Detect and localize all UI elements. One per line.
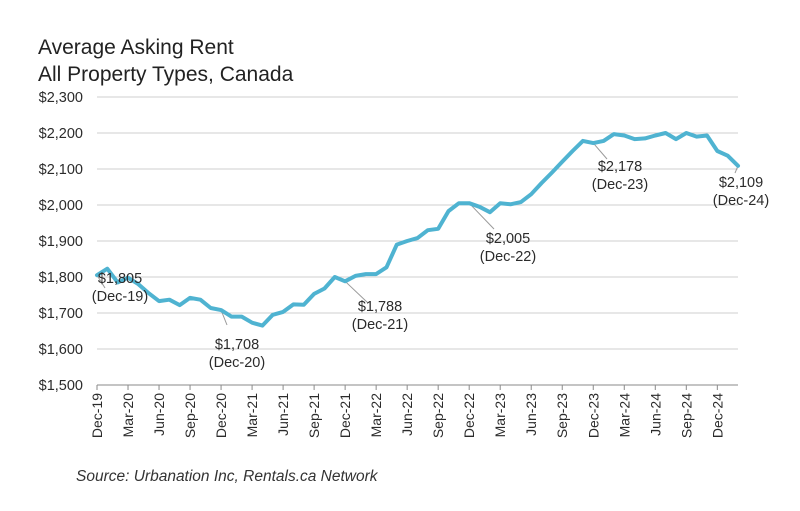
x-tick-label: Jun-23	[523, 393, 539, 436]
y-axis: $1,500 $1,600 $1,700 $1,800 $1,900 $2,000 $2,1…	[39, 90, 83, 394]
annotation-leader	[96, 274, 106, 289]
annotation-value: $1,805	[98, 271, 142, 287]
x-tick-label: Sep-22	[430, 393, 446, 438]
x-tick-label: Sep-24	[678, 393, 694, 438]
annotation-leader	[592, 142, 608, 160]
x-tick-label: Mar-23	[492, 393, 508, 438]
y-tick-label: $1,600	[39, 342, 83, 358]
x-tick-label: Jun-21	[275, 393, 291, 436]
x-tick-label: Dec-22	[461, 393, 477, 438]
annotation-value: $2,005	[486, 231, 530, 247]
annotation-date: (Dec-24)	[713, 193, 769, 209]
chart-title-block: Average Asking Rent All Property Types, …	[38, 34, 293, 88]
annotation-leader	[468, 202, 495, 230]
annotation-date: (Dec-20)	[209, 355, 265, 371]
x-tick-label: Dec-24	[709, 393, 725, 438]
x-tick-label: Dec-21	[337, 393, 353, 438]
x-tick-label: Mar-21	[244, 393, 260, 438]
annotation-date: (Dec-21)	[352, 317, 408, 333]
annotation-date: (Dec-22)	[480, 249, 536, 265]
source-note: Source: Urbanation Inc, Rentals.ca Netwo…	[76, 468, 378, 485]
series-layer	[95, 131, 740, 328]
y-tick-label: $2,100	[39, 162, 83, 178]
y-tick-label: $1,800	[39, 270, 83, 286]
annotation-value: $1,708	[215, 337, 259, 353]
y-tick-label: $1,900	[39, 234, 83, 250]
x-tick-label: Jun-24	[647, 393, 663, 436]
x-tick-label: Jun-20	[151, 393, 167, 436]
annotation-leaders	[96, 142, 739, 326]
x-tick-label: Sep-21	[306, 393, 322, 438]
x-tick-label: Mar-20	[120, 393, 136, 438]
annotation-value: $2,178	[598, 159, 642, 175]
annotations: $1,805 (Dec-19) $1,708 (Dec-20) $1,788 (Dec-2…	[92, 159, 769, 371]
chart-title: Average Asking Rent	[38, 36, 234, 59]
x-tick-label: Mar-22	[368, 393, 384, 438]
x-axis: Dec-19 Mar-20 Jun-20 Sep-20 Dec-20 Mar-21 Jun-…	[89, 384, 738, 438]
x-tick-label: Mar-24	[616, 393, 632, 438]
annotation-value: $1,788	[358, 299, 402, 315]
y-tick-label: $1,500	[39, 378, 83, 394]
rent-series-line	[95, 131, 740, 328]
annotation-date: (Dec-23)	[592, 177, 648, 193]
x-tick-label: Dec-20	[213, 393, 229, 438]
x-tick-label: Sep-23	[554, 393, 570, 438]
y-tick-label: $2,000	[39, 198, 83, 214]
chart-subtitle: All Property Types, Canada	[38, 63, 294, 86]
x-tick-label: Sep-20	[182, 393, 198, 438]
annotation-date: (Dec-19)	[92, 289, 148, 305]
y-tick-label: $2,200	[39, 126, 83, 142]
x-tick-label: Dec-19	[89, 393, 105, 438]
x-tick-label: Jun-22	[399, 393, 415, 436]
x-tick-label: Dec-23	[585, 393, 601, 438]
y-tick-label: $1,700	[39, 306, 83, 322]
y-tick-label: $2,300	[39, 90, 83, 106]
annotation-value: $2,109	[719, 175, 763, 191]
annotation-leader	[344, 280, 369, 304]
